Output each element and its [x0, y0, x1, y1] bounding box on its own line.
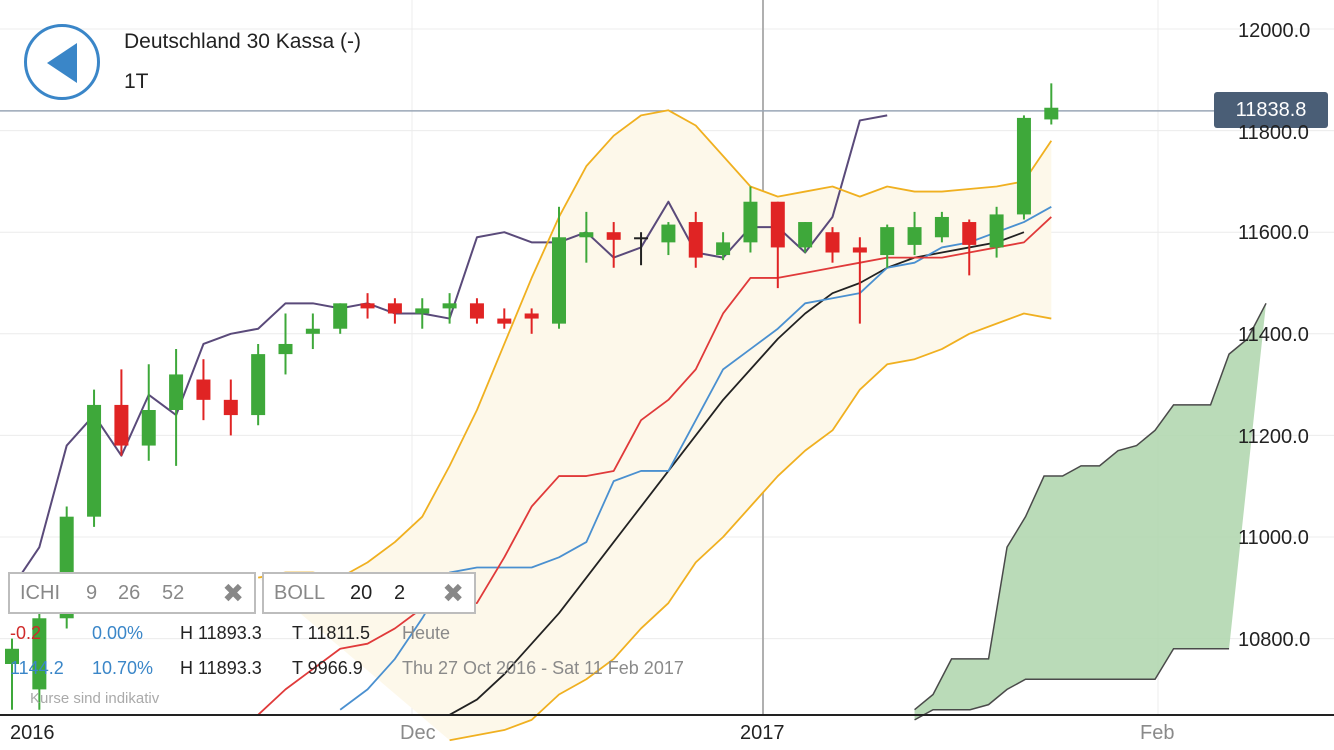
candle-body	[880, 227, 895, 256]
change-percent: 10.70%	[92, 658, 154, 678]
candle-body	[32, 618, 47, 690]
indicator-bollinger[interactable]: BOLL 20 2 ✖	[262, 572, 476, 614]
candle-body	[87, 404, 102, 517]
candle-body	[469, 303, 484, 319]
back-button[interactable]	[24, 24, 100, 100]
indicator-param: 26	[118, 582, 141, 604]
high-value: H 11893.3	[180, 658, 262, 678]
candle-body	[305, 328, 320, 334]
back-arrow-icon	[47, 43, 77, 83]
low-value: T 9966.9	[292, 658, 363, 678]
close-icon[interactable]: ✖	[442, 578, 464, 608]
instrument-title: Deutschland 30 Kassa (-)	[124, 30, 361, 53]
tenkan-sen-line	[257, 216, 1052, 716]
candle-body	[114, 404, 129, 446]
candle-body	[1044, 107, 1059, 120]
bollinger-upper-line	[257, 109, 1053, 579]
y-tick-label: 11800.0	[1238, 122, 1309, 144]
y-tick-label: 12000.0	[1238, 20, 1311, 42]
candle-body	[743, 201, 758, 243]
indicator-name: ICHI	[20, 582, 60, 604]
x-tick-label: Dec	[400, 722, 436, 744]
candle-body	[223, 399, 238, 416]
candle-body	[1016, 117, 1031, 215]
bollinger-lower-line	[449, 312, 1052, 742]
change-value: 1144.2	[10, 658, 64, 678]
candle-body	[907, 227, 922, 245]
candle-body	[579, 232, 594, 238]
senkou-span-a	[914, 302, 1267, 711]
current-price-tag: 11838.8	[1214, 92, 1328, 128]
candle-body	[415, 308, 430, 314]
indicator-param: 9	[86, 582, 98, 604]
candle-body	[770, 201, 785, 248]
y-tick-label: 11200.0	[1238, 426, 1309, 448]
y-tick-label: 11400.0	[1238, 324, 1309, 346]
senkou-span-b	[914, 648, 1230, 721]
candle-body	[634, 237, 649, 240]
disclaimer: Kurse sind indikativ	[30, 690, 160, 707]
candle-body	[387, 303, 402, 314]
candle-body	[169, 374, 184, 410]
change-value: -0.2	[10, 623, 42, 643]
timeframe-label[interactable]: 1T	[124, 70, 149, 93]
candle-body	[442, 303, 457, 309]
candle-body	[934, 216, 949, 238]
candle-body	[989, 214, 1004, 248]
y-tick-label: 11600.0	[1238, 222, 1309, 244]
y-tick-label: 11000.0	[1238, 527, 1309, 549]
candle-body	[251, 354, 266, 416]
candle-body	[852, 247, 867, 253]
kijun-sen-line	[339, 206, 1052, 711]
candle-body	[798, 222, 813, 248]
change-percent: 0.00%	[92, 623, 144, 643]
indicator-ichimoku[interactable]: ICHI 9 26 52 ✖	[8, 572, 256, 614]
candle-body	[278, 343, 293, 355]
low-value: T 11811.5	[292, 623, 371, 643]
candle-body	[141, 410, 156, 446]
candle-body	[688, 222, 703, 258]
candle-body	[333, 303, 348, 329]
period-label: Thu 27 Oct 2016 - Sat 11 Feb 2017	[402, 658, 684, 678]
candle-body	[716, 242, 731, 256]
candle-body	[196, 379, 211, 400]
candle-body	[360, 303, 375, 309]
indicator-param: 52	[162, 582, 185, 604]
indicator-name: BOLL	[274, 582, 326, 604]
indicator-param: 20	[350, 582, 373, 604]
indicator-param: 2	[394, 582, 406, 604]
high-value: H 11893.3	[180, 623, 262, 643]
x-tick-label: 2016	[10, 722, 55, 744]
candle-body	[606, 232, 621, 240]
x-tick-label: 2017	[740, 722, 785, 744]
candle-body	[5, 648, 19, 664]
close-icon[interactable]: ✖	[222, 578, 244, 608]
candle-body	[962, 222, 977, 245]
period-label: Heute	[402, 623, 451, 643]
candle-body	[661, 224, 676, 243]
candle-body	[825, 232, 840, 253]
candle-body	[497, 318, 512, 324]
ichimoku-cloud	[914, 303, 1267, 720]
y-tick-label: 10800.0	[1238, 629, 1311, 651]
candle-body	[524, 313, 539, 319]
x-tick-label: Feb	[1140, 722, 1175, 744]
bollinger-band-fill	[258, 110, 1052, 741]
candle-body	[552, 237, 566, 324]
